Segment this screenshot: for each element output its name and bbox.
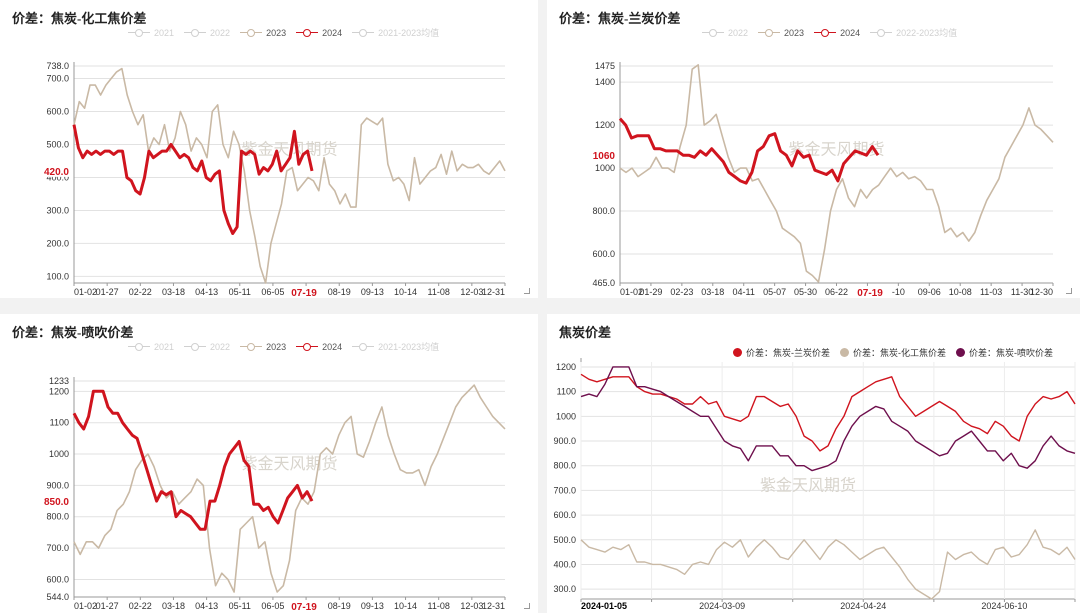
chart-plot-area: 100.0 200.0 300.0 400.0 500.0 600.0 700.0 738.0… — [0, 0, 538, 298]
x-tick-label: 02-22 — [129, 601, 152, 611]
y-tick-label: 400.0 — [553, 559, 576, 569]
y-tick-label: 465.0 — [592, 278, 615, 288]
chart-plot-area: 544.0 600.0 700.0 800.0 900.0 1000 1100 1200123… — [0, 314, 538, 613]
x-tick-label: 12-03 — [460, 287, 483, 297]
x-tick-label: 03-18 — [162, 287, 185, 297]
resize-handle[interactable] — [524, 288, 530, 294]
y-tick-label: 1475 — [595, 61, 615, 71]
current-date-label: 07-19 — [857, 288, 883, 298]
x-tick-label: 10-08 — [949, 287, 972, 297]
x-tick-label: 11-08 — [428, 287, 450, 297]
y-tick-label: 700.0 — [46, 74, 69, 84]
y-tick-label: 600.0 — [46, 574, 69, 584]
x-tick-label: 10-14 — [394, 601, 417, 611]
y-tick-label: 1000 — [556, 411, 576, 421]
y-tick-label: 600.0 — [553, 510, 576, 520]
chart-plot-area: 465.0600.0800.0100012001400147501-0201-2… — [547, 0, 1080, 298]
series-line-2023 — [74, 385, 505, 592]
x-tick-label: 12-31 — [482, 287, 505, 297]
x-tick-label: 11-03 — [980, 287, 1002, 297]
x-tick-label: 08-19 — [328, 601, 351, 611]
x-tick-label: 04-13 — [195, 601, 218, 611]
y-tick-label: 700.0 — [46, 543, 69, 553]
x-tick-label: 09-13 — [361, 601, 384, 611]
current-value-label: 1060 — [593, 151, 616, 162]
chart-panel-coke-pci: 价差：焦炭-喷吹价差 2021 2022 2023 2024 2021-2023… — [0, 314, 538, 613]
x-tick-label: 10-14 — [394, 287, 417, 297]
y-tick-label: 1000 — [595, 163, 615, 173]
resize-handle[interactable] — [524, 603, 530, 609]
y-tick-label: 1100 — [557, 387, 576, 397]
x-tick-label: 2024-03-09 — [699, 601, 745, 611]
x-tick-label: 12-30 — [1030, 287, 1053, 297]
x-tick-label: 01-29 — [639, 287, 662, 297]
x-tick-label: 01-02 — [74, 601, 97, 611]
x-tick-label: 11-08 — [428, 601, 450, 611]
x-tick-label: 01-27 — [96, 601, 119, 611]
series-line-价差：焦炭-喷吹价差 — [581, 367, 1075, 471]
x-tick-label: 04-13 — [195, 287, 218, 297]
x-tick-label: 01-02 — [74, 287, 97, 297]
y-tick-label: 1000 — [49, 449, 69, 459]
y-tick-label: 1233 — [49, 376, 69, 386]
x-tick-label: 2024-06-10 — [981, 601, 1027, 611]
x-tick-label: -10 — [892, 287, 905, 297]
y-tick-label: 300.0 — [46, 205, 69, 215]
x-tick-label: 12-03 — [460, 601, 483, 611]
y-tick-label: 300.0 — [553, 584, 576, 594]
y-tick-label: 1400 — [595, 77, 615, 87]
y-tick-label: 900.0 — [553, 436, 576, 446]
current-value-label: 850.0 — [44, 497, 69, 508]
y-tick-label: 1200 — [595, 120, 615, 130]
y-tick-label: 500.0 — [553, 535, 576, 545]
x-tick-label: 05-30 — [794, 287, 817, 297]
chart-panel-coke-spreads: 焦炭价差 价差：焦炭-兰炭价差 价差：焦炭-化工焦价差 价差：焦炭-喷吹价差 3… — [547, 314, 1080, 613]
current-value-label: 420.0 — [44, 167, 69, 178]
chart-panel-coke-chemcoke: 价差：焦炭-化工焦价差 2021 2022 2023 2024 2021-202… — [0, 0, 538, 298]
y-tick-label: 100.0 — [46, 271, 69, 281]
x-tick-label: 12-31 — [482, 601, 505, 611]
y-tick-label: 738.0 — [46, 61, 69, 71]
x-tick-label: 09-13 — [361, 287, 384, 297]
y-tick-label: 600.0 — [592, 249, 615, 259]
watermark-text: 紫金天风期货 — [760, 476, 856, 495]
x-tick-label: 05-11 — [229, 287, 251, 297]
x-tick-label: 03-18 — [162, 601, 185, 611]
resize-handle[interactable] — [1066, 288, 1072, 294]
y-tick-label: 200.0 — [46, 238, 69, 248]
x-tick-label: 04-11 — [733, 287, 755, 297]
x-tick-label: 08-19 — [328, 287, 351, 297]
y-tick-label: 900.0 — [46, 480, 69, 490]
y-tick-label: 800.0 — [46, 512, 69, 522]
y-tick-label: 1200 — [556, 362, 576, 372]
chart-plot-area: 300.0 400.0 500.0 600.0 700.0 800.0 900.0 1000 1… — [547, 314, 1080, 613]
x-tick-label: 09-06 — [918, 287, 941, 297]
series-line-价差：焦炭-兰炭价差 — [581, 374, 1075, 451]
y-tick-label: 800.0 — [553, 461, 576, 471]
current-date-label: 07-19 — [291, 602, 317, 613]
y-tick-label: 700.0 — [553, 485, 576, 495]
y-tick-label: 500.0 — [46, 139, 69, 149]
y-tick-label: 600.0 — [46, 107, 69, 117]
x-tick-label: 2024-01-05 — [581, 601, 627, 611]
y-tick-label: 544.0 — [46, 592, 69, 602]
y-tick-label: 800.0 — [592, 206, 615, 216]
series-line-2023 — [620, 65, 1053, 282]
series-line-2023 — [74, 69, 505, 283]
current-date-label: 07-19 — [291, 288, 317, 298]
y-tick-label: 1100 — [50, 418, 69, 428]
watermark-text: 紫金天风期货 — [241, 454, 337, 473]
x-tick-label: 2024-04-24 — [840, 601, 886, 611]
x-tick-label: 06-05 — [261, 287, 284, 297]
x-tick-label: 01-27 — [96, 287, 119, 297]
chart-panel-coke-semicoke: 价差：焦炭-兰炭价差 2022 2023 2024 2022-2023均值 46… — [547, 0, 1080, 298]
x-tick-label: 02-23 — [670, 287, 693, 297]
x-tick-label: 02-22 — [129, 287, 152, 297]
y-tick-label: 1200 — [49, 386, 69, 396]
x-tick-label: 05-11 — [229, 601, 251, 611]
x-tick-label: 06-22 — [825, 287, 848, 297]
x-tick-label: 06-05 — [261, 601, 284, 611]
x-tick-label: 03-18 — [701, 287, 724, 297]
x-tick-label: 05-07 — [763, 287, 786, 297]
